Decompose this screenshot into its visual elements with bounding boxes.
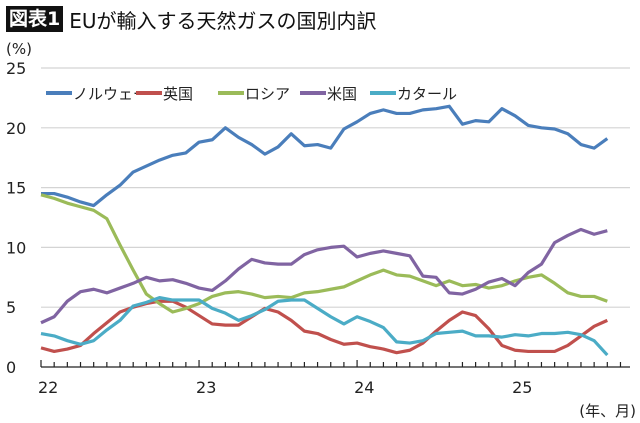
y-tick-label: 20 [6,119,26,138]
series-line-4 [40,296,609,357]
y-tick-label: 25 [6,59,26,78]
legend-label: 米国 [327,85,357,103]
chart-title: 図表1 EUが輸入する天然ガスの国別内訳 [6,6,377,33]
legend-label: カタール [397,85,457,103]
legend-label: ロシア [245,85,290,103]
y-tick-label: 0 [6,358,16,377]
x-tick-label: 22 [38,378,58,397]
y-tick-label: 5 [6,298,16,317]
series-line-2 [40,193,608,314]
x-tick-label: 25 [512,378,532,397]
series-line-0 [41,104,609,208]
y-tick-label: 15 [6,179,26,198]
title-text: EUが輸入する天然ガスの国別内訳 [69,8,377,33]
y-tick-label: 10 [6,238,26,257]
figure-badge: 図表1 [6,6,64,32]
x-axis-label: (年、月) [579,402,636,420]
legend-label: ノルウェー [73,85,148,103]
series-line-1 [40,299,608,355]
series-line-3 [40,227,608,325]
x-tick-label: 23 [196,378,216,397]
y-axis-label: (%) [6,40,32,58]
x-tick-label: 24 [354,378,374,397]
legend-label: 英国 [163,85,193,103]
